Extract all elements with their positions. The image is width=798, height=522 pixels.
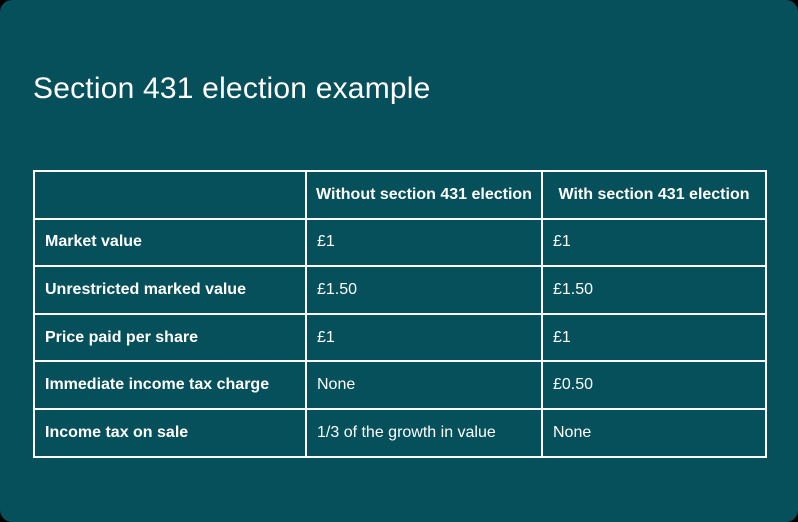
cell-price-paid-with: £1 [541, 312, 767, 363]
cell-price-paid-without: £1 [305, 312, 543, 363]
cell-immediate-tax-without: None [305, 360, 543, 410]
table-row: Price paid per share £1 £1 [33, 312, 767, 363]
comparison-table: Without section 431 election With sectio… [33, 170, 767, 458]
cell-income-tax-sale-with: None [541, 407, 767, 458]
table-row: Income tax on sale 1/3 of the growth in … [33, 407, 767, 458]
row-label-unrestricted-marked-value: Unrestricted marked value [33, 265, 307, 315]
table-row: Unrestricted marked value £1.50 £1.50 [33, 265, 767, 315]
row-label-immediate-income-tax-charge: Immediate income tax charge [33, 360, 307, 410]
row-label-income-tax-on-sale: Income tax on sale [33, 407, 307, 458]
cell-unrestricted-with: £1.50 [541, 265, 767, 315]
column-header-blank [33, 170, 307, 220]
table-header-row: Without section 431 election With sectio… [33, 170, 767, 220]
cell-unrestricted-without: £1.50 [305, 265, 543, 315]
table-row: Market value £1 £1 [33, 217, 767, 268]
cell-income-tax-sale-without: 1/3 of the growth in value [305, 407, 543, 458]
cell-market-value-with: £1 [541, 217, 767, 268]
table-row: Immediate income tax charge None £0.50 [33, 360, 767, 410]
row-label-market-value: Market value [33, 217, 307, 268]
column-header-without-election: Without section 431 election [305, 170, 543, 220]
row-label-price-paid-per-share: Price paid per share [33, 312, 307, 363]
page-title: Section 431 election example [33, 72, 431, 105]
cell-immediate-tax-with: £0.50 [541, 360, 767, 410]
cell-market-value-without: £1 [305, 217, 543, 268]
column-header-with-election: With section 431 election [541, 170, 767, 220]
